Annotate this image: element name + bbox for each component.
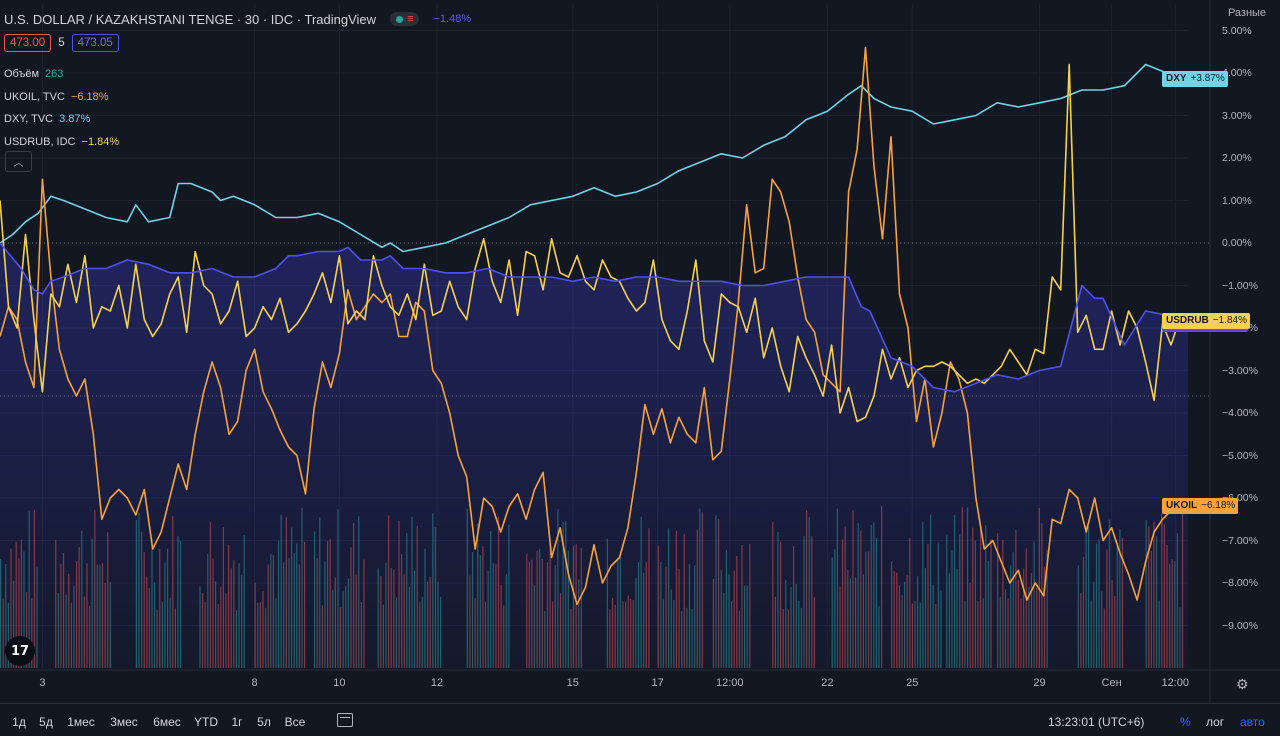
badge-symbol: UKOIL	[1166, 499, 1198, 511]
timeframe-button[interactable]: Все	[284, 715, 306, 729]
calendar-icon[interactable]	[337, 713, 353, 727]
legend-value: 263	[45, 68, 64, 80]
y-tick-label: −1.00%	[1222, 279, 1258, 292]
gear-icon[interactable]: ⚙	[1236, 676, 1249, 692]
legend-value: −6.18%	[70, 90, 109, 103]
x-tick-label: 22	[821, 677, 834, 689]
badge-value: +3.87%	[1190, 72, 1225, 84]
spread-value: 5	[58, 37, 65, 49]
legend-label: USDRUB, IDC	[4, 135, 76, 148]
bottom-toolbar: 1д 5д 1мес 3мес 6мес YTD 1г 5л Все 13:23…	[0, 703, 1280, 736]
badge-symbol: DXY	[1166, 72, 1187, 84]
timeframe-button[interactable]: 5д	[39, 715, 53, 729]
timeframe-button[interactable]: 3мес	[110, 715, 138, 729]
legend-row-dxy[interactable]: DXY, TVC 3.87%	[4, 108, 119, 131]
y-tick-label: 3.00%	[1222, 109, 1252, 122]
legend-collapse-button[interactable]: ︿	[5, 151, 32, 172]
y-tick-label: −3.00%	[1222, 364, 1258, 377]
percent-scale-toggle[interactable]: %	[1180, 715, 1191, 729]
y-tick-label: 5.00%	[1222, 24, 1252, 37]
x-tick-label: 17	[651, 677, 664, 689]
y-tick-label: 1.00%	[1222, 194, 1252, 207]
dxy-line	[0, 63, 1189, 253]
auto-scale-toggle[interactable]: авто	[1240, 715, 1265, 729]
scale-mode-label[interactable]: Разные	[1227, 7, 1267, 19]
symbol-header: U.S. DOLLAR / KAZAKHSTANI TENGE · 30 · I…	[4, 10, 471, 28]
usdkzt-line	[0, 242, 1189, 393]
legend-row-usdrub[interactable]: USDRUB, IDC −1.84%	[4, 131, 119, 154]
symbol-title[interactable]: U.S. DOLLAR / KAZAKHSTANI TENGE · 30 · I…	[4, 11, 377, 27]
legend-row-ukoil[interactable]: UKOIL, TVC −6.18%	[4, 86, 119, 109]
x-tick-label: 25	[906, 677, 919, 689]
badge-value: −1.84%	[1212, 315, 1247, 327]
timeframe-button[interactable]: 1мес	[67, 715, 95, 729]
symbol-change: −1.48%	[433, 13, 472, 25]
legend-value: 3.87%	[59, 113, 91, 125]
y-tick-label: −7.00%	[1222, 534, 1258, 547]
badge-value: −6.18%	[1201, 499, 1236, 511]
x-tick-label: 8	[251, 677, 258, 689]
timeframe-button[interactable]: 5л	[257, 715, 271, 729]
x-tick-label: 3	[39, 677, 46, 689]
legend-value: −1.84%	[81, 135, 120, 148]
sell-price-button[interactable]: 473.00	[4, 34, 52, 52]
market-status-pill[interactable]: ≡	[390, 12, 420, 26]
y-tick-label: 2.00%	[1222, 152, 1252, 164]
flag-icon: ≡	[407, 13, 414, 25]
log-scale-toggle[interactable]: лог	[1206, 715, 1225, 729]
x-tick-label: 29	[1033, 677, 1046, 689]
buy-price-button[interactable]: 473.05	[71, 34, 119, 52]
usdkzt-area	[0, 243, 1188, 668]
legend-label: UKOIL, TVC	[4, 90, 65, 103]
x-tick-label: Сен	[1101, 677, 1122, 689]
series-badge-ukoil: UKOIL −6.18%	[1162, 497, 1239, 514]
ukoil-line	[0, 46, 1189, 606]
legend-row-volume[interactable]: Объём 263	[4, 63, 119, 86]
legend-label: Объём	[4, 68, 40, 80]
timeframe-button[interactable]: 6мес	[153, 715, 181, 729]
indicator-legend: Объём 263 UKOIL, TVC −6.18% DXY, TVC 3.87% …	[4, 63, 119, 153]
market-open-icon	[396, 15, 404, 23]
y-tick-label: −4.00%	[1222, 407, 1258, 419]
y-tick-label: 0.00%	[1222, 237, 1252, 249]
chevron-up-icon: ︿	[13, 158, 24, 169]
x-tick-label: 12:00	[1161, 677, 1190, 689]
x-tick-label: 10	[333, 677, 346, 689]
timeframe-button[interactable]: YTD	[194, 715, 218, 729]
price-boxes: 473.00 5 473.05	[4, 34, 119, 52]
series-badge-usdrub: USDRUB −1.84%	[1162, 313, 1250, 330]
tradingview-logo-icon[interactable]: 17	[5, 636, 35, 666]
badge-symbol: USDRUB	[1166, 315, 1209, 327]
y-tick-label: −8.00%	[1222, 577, 1258, 589]
x-tick-label: 12:00	[716, 677, 744, 689]
timeframe-button[interactable]: 1г	[231, 715, 243, 729]
x-tick-label: 12	[430, 677, 444, 689]
chart-canvas[interactable]	[0, 0, 1280, 703]
y-tick-label: 4.00%	[1222, 67, 1252, 79]
timeframe-button[interactable]: 1д	[12, 715, 26, 729]
legend-label: DXY, TVC	[4, 113, 54, 125]
y-tick-label: −5.00%	[1222, 449, 1258, 462]
y-tick-label: −9.00%	[1222, 619, 1258, 632]
series-badge-dxy: DXY +3.87%	[1162, 70, 1228, 87]
x-tick-label: 15	[566, 677, 579, 689]
clock-display[interactable]: 13:23:01 (UTC+6)	[1048, 715, 1145, 729]
